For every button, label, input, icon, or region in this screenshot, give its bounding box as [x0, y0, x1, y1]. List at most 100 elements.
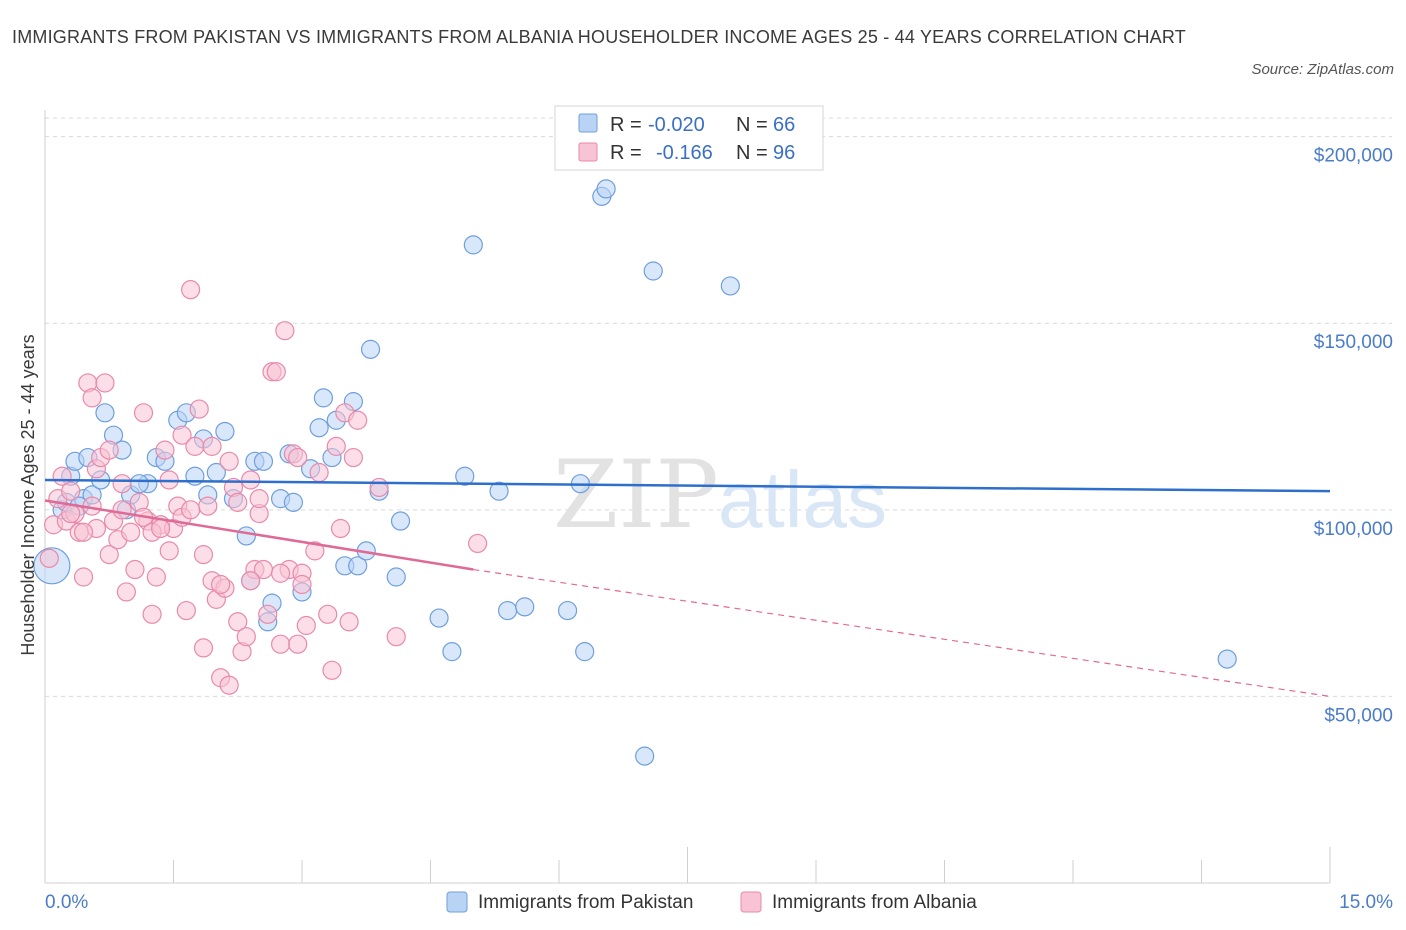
- pakistan-point: [442, 642, 462, 662]
- albania-point: [386, 627, 406, 647]
- series-legend: Immigrants from Pakistan Immigrants from…: [446, 891, 977, 913]
- pakistan-point: [253, 451, 274, 471]
- albania-point: [61, 481, 81, 501]
- albania-point: [236, 627, 256, 647]
- albania-point: [159, 541, 179, 561]
- pakistan-point: [283, 492, 304, 512]
- x-tick-labels: 0.0% 15.0%: [45, 892, 1393, 913]
- albania-point: [172, 425, 192, 445]
- albania-point: [219, 675, 239, 695]
- albania-point: [99, 440, 119, 460]
- pakistan-point: [390, 511, 411, 531]
- albania-point: [288, 634, 308, 654]
- albania-point: [202, 436, 222, 456]
- albania-point: [339, 612, 359, 632]
- legend-n-value-pakistan: 66: [773, 114, 795, 136]
- albania-point: [348, 410, 368, 430]
- legend-swatch-albania: [578, 142, 598, 162]
- pakistan-point: [596, 179, 616, 199]
- legend-r-value-albania: -0.166: [656, 142, 713, 164]
- pakistan-point: [575, 642, 595, 662]
- albania-point: [99, 545, 119, 565]
- y-tick-label: $100,000: [1314, 519, 1393, 540]
- albania-point: [296, 615, 316, 636]
- albania-point: [369, 477, 389, 498]
- pakistan-trend-line: [44, 478, 1331, 493]
- pakistan-point: [348, 556, 368, 576]
- albania-point: [322, 660, 342, 680]
- legend-box: [554, 105, 824, 171]
- albania-point: [258, 604, 278, 624]
- pakistan-point: [129, 474, 149, 494]
- pakistan-point: [455, 466, 475, 486]
- pakistan-point: [635, 746, 655, 766]
- pakistan-point: [643, 261, 663, 281]
- albania-point: [39, 548, 59, 568]
- albania-point: [309, 462, 329, 483]
- pakistan-point: [309, 418, 329, 438]
- albania-point: [73, 522, 94, 542]
- albania-point: [241, 470, 261, 490]
- albania-point: [330, 518, 351, 539]
- albania-point: [193, 638, 214, 658]
- albania-point: [82, 388, 102, 408]
- albania-point: [193, 545, 214, 565]
- albania-point: [61, 503, 81, 524]
- albania-point: [176, 600, 196, 621]
- albania-point: [241, 571, 261, 591]
- legend-r-value-pakistan: -0.020: [648, 114, 705, 136]
- trend-lines: [44, 478, 1331, 698]
- albania-point: [146, 567, 166, 587]
- pakistan-point: [498, 600, 518, 621]
- albania-point: [133, 403, 154, 423]
- legend-n-label-pakistan: N =: [736, 114, 768, 136]
- pakistan-point: [215, 421, 235, 442]
- stats-legend: R = -0.020 N = 66 R = -0.166 N = 96: [554, 105, 824, 171]
- axes: [44, 110, 1331, 884]
- albania-point: [249, 489, 269, 509]
- pakistan-point: [360, 339, 381, 359]
- albania-point: [181, 280, 201, 300]
- pakistan-point: [386, 567, 406, 587]
- albania-point: [275, 321, 295, 341]
- albania-point: [228, 612, 248, 632]
- watermark-zip: ZIP: [553, 441, 719, 550]
- albania-trend-extrapolation: [473, 568, 1331, 698]
- pakistan-point: [515, 597, 535, 617]
- albania-point: [121, 522, 141, 542]
- albania-point: [112, 474, 132, 494]
- pakistan-point: [463, 235, 483, 255]
- albania-points: [39, 280, 488, 695]
- gridlines: [45, 117, 1392, 697]
- legend-n-value-albania: 96: [773, 142, 795, 164]
- albania-point: [228, 492, 248, 512]
- albania-point: [292, 574, 312, 595]
- y-tick-label: $150,000: [1314, 332, 1393, 353]
- albania-point: [318, 604, 338, 624]
- albania-point: [116, 582, 136, 602]
- chart-title: IMMIGRANTS FROM PAKISTAN VS IMMIGRANTS F…: [12, 27, 1186, 47]
- albania-point: [198, 496, 218, 516]
- pakistan-point: [95, 403, 115, 423]
- albania-point: [189, 399, 209, 419]
- albania-point: [142, 604, 162, 624]
- albania-point: [125, 559, 145, 580]
- albania-point: [155, 440, 175, 460]
- albania-point: [219, 451, 239, 471]
- albania-point: [343, 447, 363, 468]
- legend-r-label-albania: R =: [610, 142, 642, 164]
- x-tick-label-end: 15.0%: [1339, 892, 1393, 913]
- bottom-legend-swatch-pakistan: [446, 891, 468, 913]
- albania-point: [270, 563, 291, 583]
- albania-point: [266, 362, 286, 382]
- bottom-legend-swatch-albania: [740, 891, 762, 913]
- legend-swatch-pakistan: [578, 113, 598, 133]
- albania-point: [468, 533, 488, 554]
- albania-point: [112, 500, 132, 520]
- y-tick-labels: $50,000 $100,000 $150,000 $200,000: [1314, 146, 1393, 727]
- pakistan-point: [1217, 649, 1237, 669]
- source-label: Source: ZipAtlas.com: [1251, 61, 1394, 78]
- zipatlas-watermark: ZIP atlas: [553, 441, 887, 550]
- bottom-legend-label-albania: Immigrants from Albania: [772, 892, 977, 913]
